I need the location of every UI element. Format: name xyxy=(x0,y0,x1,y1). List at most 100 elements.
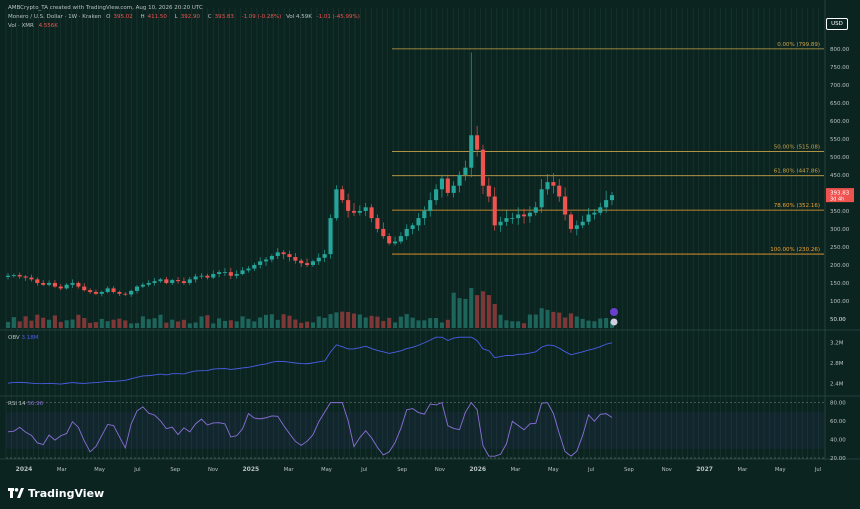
volume-bar xyxy=(76,314,81,328)
volume-bar xyxy=(545,309,550,328)
fib-level-label: 100.00% (230.26) xyxy=(770,247,820,253)
candle-body xyxy=(246,268,251,271)
candle-body xyxy=(134,286,140,291)
volume-bar xyxy=(287,315,292,328)
candle-body xyxy=(64,284,69,289)
time-tick-label: 2025 xyxy=(243,466,260,473)
time-tick-label: Mar xyxy=(737,467,748,473)
candle-body xyxy=(58,286,63,289)
volume-bar xyxy=(170,319,175,328)
price-tick-label: 550.00 xyxy=(830,137,850,143)
candle-body xyxy=(486,185,491,197)
volume-bar xyxy=(23,316,28,328)
rsi-tick-label: 20.00 xyxy=(830,456,846,462)
volume-bar xyxy=(52,315,57,328)
volume-bar xyxy=(475,295,480,328)
candle-body xyxy=(129,290,134,295)
time-tick-label: Sep xyxy=(624,467,634,473)
price-tick-label: 800.00 xyxy=(830,47,850,53)
volume-bar xyxy=(527,314,532,328)
candle-body xyxy=(23,276,28,278)
time-tick-label: 2027 xyxy=(696,466,713,473)
publisher-line: AMBCrypto_TA created with TradingView.co… xyxy=(8,5,206,11)
volume-bar xyxy=(193,322,198,328)
candle-body xyxy=(46,282,52,285)
candle-body xyxy=(299,260,304,264)
volume-bar xyxy=(305,321,310,328)
volume-bar xyxy=(158,314,163,328)
volume-bar xyxy=(252,321,257,328)
time-tick-label: 2026 xyxy=(469,466,486,473)
candle-body xyxy=(428,200,433,211)
publisher-text: AMBCrypto_TA created with TradingView.co… xyxy=(8,5,203,11)
volume-bar xyxy=(392,322,398,328)
volume-bar xyxy=(521,323,527,328)
candle-body xyxy=(5,275,11,277)
candle-body xyxy=(346,200,351,211)
volume-bar xyxy=(99,318,104,328)
volume-bar xyxy=(375,316,380,328)
volume-bar xyxy=(41,317,46,328)
volume-bar xyxy=(46,319,52,328)
candle-body xyxy=(434,189,439,201)
volume-bar xyxy=(222,320,228,328)
time-tick-label: May xyxy=(548,467,559,473)
candle-body xyxy=(193,276,198,280)
rsi-tick-label: 80.00 xyxy=(830,401,846,407)
candle-body xyxy=(410,225,415,229)
candle-body xyxy=(475,135,480,150)
time-tick-label: 2024 xyxy=(16,466,33,473)
time-tick-label: Mar xyxy=(284,467,295,473)
price-tick-label: 600.00 xyxy=(830,119,850,125)
candle-body xyxy=(521,214,527,217)
volume-xmr-label[interactable]: Vol · XMR xyxy=(8,23,34,29)
candle-body xyxy=(316,257,321,262)
volume-bar xyxy=(363,317,368,328)
candle-body xyxy=(234,273,239,276)
volume-bar xyxy=(70,319,75,328)
volume-bar xyxy=(5,321,11,328)
volume-bar xyxy=(480,291,486,328)
obv-tick-label: 2.8M xyxy=(830,361,844,367)
candle-body xyxy=(451,185,456,193)
candle-body xyxy=(580,221,585,226)
candle-body xyxy=(82,286,87,291)
volume-bar xyxy=(334,312,339,328)
currency-button[interactable]: USD xyxy=(826,18,848,30)
volume-bar xyxy=(140,316,145,328)
candle-body xyxy=(170,280,175,283)
volume-legend: Vol · XMR 4.556K xyxy=(8,23,61,29)
symbol-name[interactable]: Monero / U.S. Dollar · 1W · Kraken xyxy=(8,14,102,20)
price-tick-label: 350.00 xyxy=(830,209,850,215)
volume-xmr-value: 4.556K xyxy=(38,23,58,29)
volume-bar xyxy=(146,319,151,328)
candle-body xyxy=(609,195,615,201)
price-tick-label: 50.00 xyxy=(830,317,846,323)
candle-body xyxy=(504,218,509,222)
candle-body xyxy=(17,275,22,277)
candle-body xyxy=(574,225,579,229)
volume-bar xyxy=(563,317,568,328)
volume-bar xyxy=(422,320,427,328)
volume-bar xyxy=(568,313,574,328)
candle-body xyxy=(551,182,556,186)
volume-bar xyxy=(246,318,251,328)
candle-body xyxy=(152,281,157,283)
candle-body xyxy=(457,174,462,186)
candle-body xyxy=(11,275,16,276)
fib-level-label: 61.80% (447.86) xyxy=(774,169,820,175)
candle-body xyxy=(35,279,40,283)
volume-bar xyxy=(381,320,386,328)
volume-bar xyxy=(492,304,497,328)
volume-bar xyxy=(176,321,181,328)
candle-body xyxy=(269,255,274,260)
candle-body xyxy=(563,196,568,215)
candle-body xyxy=(263,259,269,262)
volume-bar xyxy=(439,322,444,328)
volume-bar xyxy=(457,298,462,328)
candle-body xyxy=(480,149,486,186)
volume-bar xyxy=(164,322,169,328)
volume-bar xyxy=(217,318,222,328)
price-tick-label: 750.00 xyxy=(830,65,850,71)
